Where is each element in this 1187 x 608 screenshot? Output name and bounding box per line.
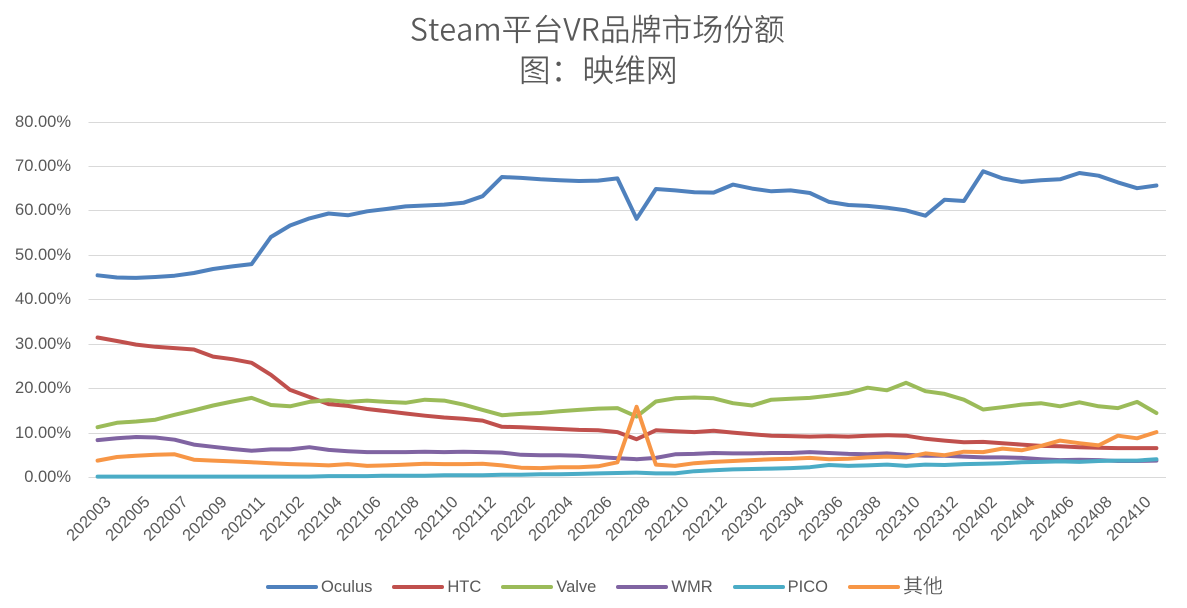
y-axis-label: 80.00% xyxy=(15,112,71,131)
y-axis-label: 30.00% xyxy=(15,334,71,353)
legend-item-Valve: Valve xyxy=(501,576,596,598)
y-axis-label: 20.00% xyxy=(15,379,71,398)
legend-item-其他: 其他 xyxy=(847,576,943,598)
series-line-其他 xyxy=(95,404,1159,471)
y-axis-label: 10.00% xyxy=(15,423,71,442)
legend-swatch xyxy=(392,585,445,589)
y-axis-label: 70.00% xyxy=(15,156,71,175)
legend-label: Oculus xyxy=(321,578,373,596)
y-axis-label: 50.00% xyxy=(15,245,71,264)
legend-label: PICO xyxy=(787,578,828,596)
legend-item-HTC: HTC xyxy=(392,576,481,598)
legend-swatch xyxy=(847,585,900,589)
legend-item-PICO: PICO xyxy=(732,576,828,598)
legend-item-Oculus: Oculus xyxy=(266,576,372,598)
chart-title-glyphs xyxy=(411,14,784,85)
legend-swatch xyxy=(266,585,319,589)
legend-label: WMR xyxy=(671,578,713,596)
legend-swatch xyxy=(732,585,785,589)
legend-label: Valve xyxy=(556,578,597,596)
legend-swatch xyxy=(501,585,554,589)
series-line-PICO xyxy=(95,457,1159,479)
series-line-Oculus xyxy=(95,169,1159,280)
series-line-WMR xyxy=(95,435,1159,463)
legend-item-WMR: WMR xyxy=(616,576,713,598)
legend: Oculus HTC Valve WMR PICO 其他 xyxy=(11,576,1187,598)
y-axis-label: 40.00% xyxy=(15,290,71,309)
y-axis-label: 60.00% xyxy=(15,201,71,220)
legend-label: HTC xyxy=(447,578,482,596)
series-line-Valve xyxy=(95,380,1159,430)
y-axis-label: 0.00% xyxy=(24,468,71,486)
gridlines xyxy=(88,122,1166,478)
legend-swatch xyxy=(616,585,669,589)
legend-label-glyphs xyxy=(903,576,943,595)
